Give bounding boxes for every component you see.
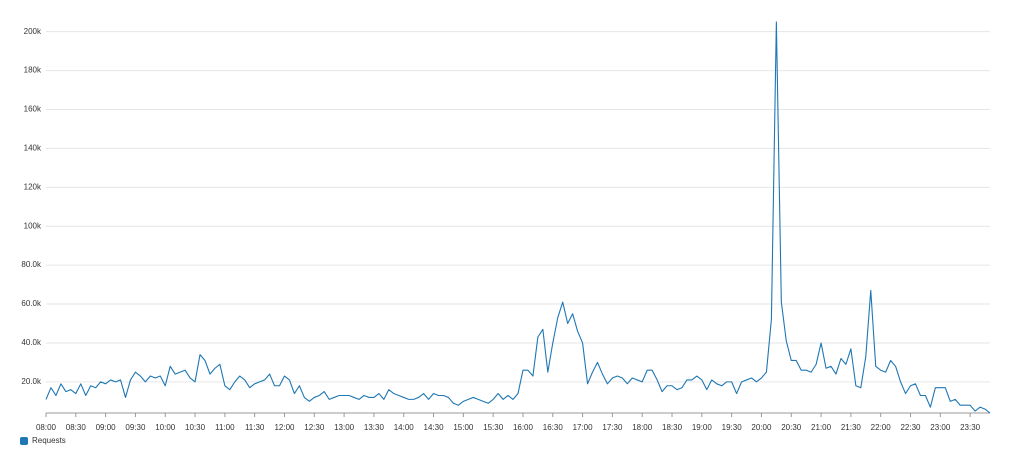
x-tick-label: 11:30 — [245, 423, 265, 432]
legend-label[interactable]: Requests — [32, 436, 66, 445]
y-tick-label: 160k — [24, 105, 42, 114]
x-tick-label: 12:30 — [304, 423, 325, 432]
x-tick-label: 17:30 — [602, 423, 623, 432]
x-tick-label: 15:00 — [453, 423, 474, 432]
x-tick-label: 18:00 — [632, 423, 653, 432]
x-tick-label: 13:00 — [334, 423, 355, 432]
x-tick-label: 10:30 — [185, 423, 206, 432]
y-tick-label: 120k — [24, 182, 42, 191]
x-tick-label: 09:00 — [96, 423, 117, 432]
x-tick-label: 21:30 — [841, 423, 862, 432]
x-tick-label: 19:30 — [722, 423, 743, 432]
y-tick-label: 40.0k — [21, 338, 42, 347]
legend-swatch[interactable] — [20, 437, 28, 445]
x-tick-label: 16:00 — [513, 423, 534, 432]
x-tick-label: 23:00 — [930, 423, 951, 432]
x-tick-label: 20:30 — [781, 423, 802, 432]
x-tick-label: 15:30 — [483, 423, 504, 432]
y-tick-label: 200k — [24, 27, 42, 36]
y-tick-label: 20.0k — [21, 377, 42, 386]
x-tick-label: 09:30 — [125, 423, 146, 432]
y-tick-label: 100k — [24, 221, 42, 230]
x-tick-label: 23:30 — [960, 423, 981, 432]
y-tick-label: 60.0k — [21, 299, 42, 308]
x-tick-label: 08:30 — [66, 423, 87, 432]
x-tick-label: 22:30 — [900, 423, 921, 432]
x-tick-label: 20:00 — [751, 423, 772, 432]
y-tick-label: 80.0k — [21, 260, 42, 269]
x-tick-label: 10:00 — [155, 423, 176, 432]
y-tick-label: 180k — [24, 66, 42, 75]
x-tick-label: 21:00 — [811, 423, 832, 432]
x-tick-label: 14:00 — [394, 423, 415, 432]
x-tick-label: 19:00 — [692, 423, 713, 432]
y-tick-label: 140k — [24, 144, 42, 153]
x-tick-label: 13:30 — [364, 423, 385, 432]
x-tick-label: 18:30 — [662, 423, 683, 432]
x-tick-label: 12:00 — [274, 423, 295, 432]
x-tick-label: 17:00 — [573, 423, 594, 432]
x-tick-label: 22:00 — [871, 423, 892, 432]
data-line — [45, 21, 991, 414]
x-tick-label: 11:00 — [215, 423, 235, 432]
x-tick-label: 14:30 — [424, 423, 445, 432]
x-tick-label: 16:30 — [543, 423, 564, 432]
x-tick-label: 08:00 — [36, 423, 57, 432]
